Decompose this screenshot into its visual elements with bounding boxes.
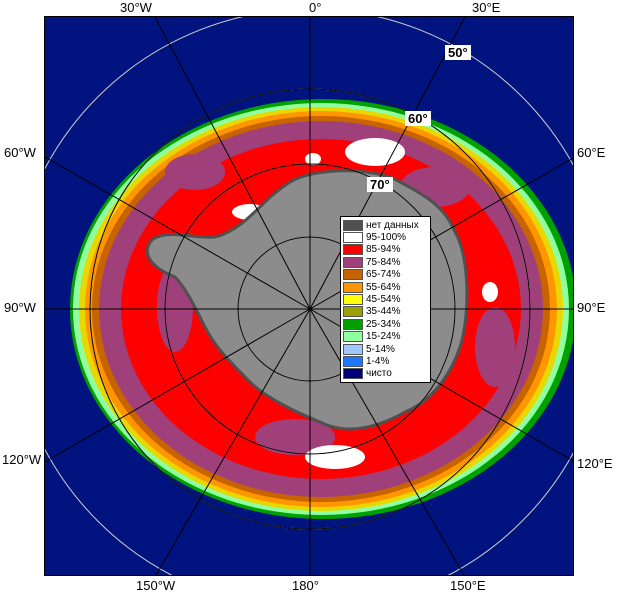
legend-item: нет данных (343, 219, 428, 231)
legend-item: 1-4% (343, 355, 428, 367)
legend-swatch (343, 318, 363, 330)
legend-swatch (343, 281, 363, 293)
legend-label: 55-64% (366, 281, 401, 293)
legend-label: нет данных (366, 219, 419, 231)
legend-label: 35-44% (366, 306, 401, 318)
lon-label-60w: 60°W (4, 145, 36, 160)
legend-swatch (343, 355, 363, 367)
legend-label: чисто (366, 368, 392, 380)
legend-swatch (343, 343, 363, 355)
lon-label-150e: 150°E (450, 578, 486, 593)
legend-item: 65-74% (343, 269, 428, 281)
legend-swatch (343, 294, 363, 306)
legend-swatch (343, 232, 363, 244)
lat-label-70: 70° (367, 177, 393, 192)
legend-swatch (343, 306, 363, 318)
legend-label: 45-54% (366, 294, 401, 306)
legend-label: 75-84% (366, 256, 401, 268)
legend-item: 45-54% (343, 293, 428, 306)
meridians (45, 17, 573, 575)
lon-label-90e: 90°E (577, 300, 606, 315)
legend-label: 95-100% (366, 232, 407, 244)
purple-patch (475, 307, 515, 387)
legend-swatch (343, 219, 363, 231)
legend-item: 95-100% (343, 231, 428, 244)
lon-label-120e: 120°E (577, 456, 613, 471)
lon-label-30w: 30°W (120, 0, 152, 15)
ice-95-patch (345, 138, 405, 166)
legend-label: 1-4% (366, 355, 390, 367)
legend-swatch (343, 256, 363, 268)
legend-item: 5-14% (343, 343, 428, 355)
lat-label-60: 60° (405, 111, 431, 126)
legend-item: 85-94% (343, 244, 428, 256)
lon-label-120w: 120°W (2, 452, 42, 467)
lon-label-180: 180° (292, 578, 319, 593)
legend-label: 25-34% (366, 318, 401, 330)
map-frame: 50° 60° 70° (44, 16, 574, 576)
legend-label: 85-94% (366, 244, 401, 256)
lat-label-50: 50° (445, 45, 471, 60)
ice-95-patch (305, 153, 321, 165)
legend-label: 65-74% (366, 269, 401, 281)
purple-patch (165, 154, 225, 190)
legend-swatch (343, 269, 363, 281)
legend: нет данных 95-100% 85-94% 75-84% 65-74% … (340, 216, 431, 384)
legend-item: 35-44% (343, 306, 428, 318)
legend-label: 5-14% (366, 343, 395, 355)
legend-item: 75-84% (343, 256, 428, 268)
ice-95-patch (305, 445, 365, 469)
lon-label-60e: 60°E (577, 145, 606, 160)
sea-ice-concentration-map (45, 17, 573, 575)
lon-label-90w: 90°W (4, 300, 36, 315)
legend-swatch (343, 331, 363, 343)
lon-label-150w: 150°W (136, 578, 176, 593)
legend-label: 15-24% (366, 331, 401, 343)
purple-patch (255, 419, 335, 455)
legend-item: 15-24% (343, 331, 428, 343)
legend-item: 55-64% (343, 281, 428, 293)
ice-95-patch (482, 282, 498, 302)
legend-swatch (343, 244, 363, 256)
lon-label-30e: 30°E (472, 0, 501, 15)
legend-item: 25-34% (343, 318, 428, 330)
legend-item: чисто (343, 368, 428, 380)
lon-label-0: 0° (309, 0, 322, 15)
legend-swatch (343, 368, 363, 380)
